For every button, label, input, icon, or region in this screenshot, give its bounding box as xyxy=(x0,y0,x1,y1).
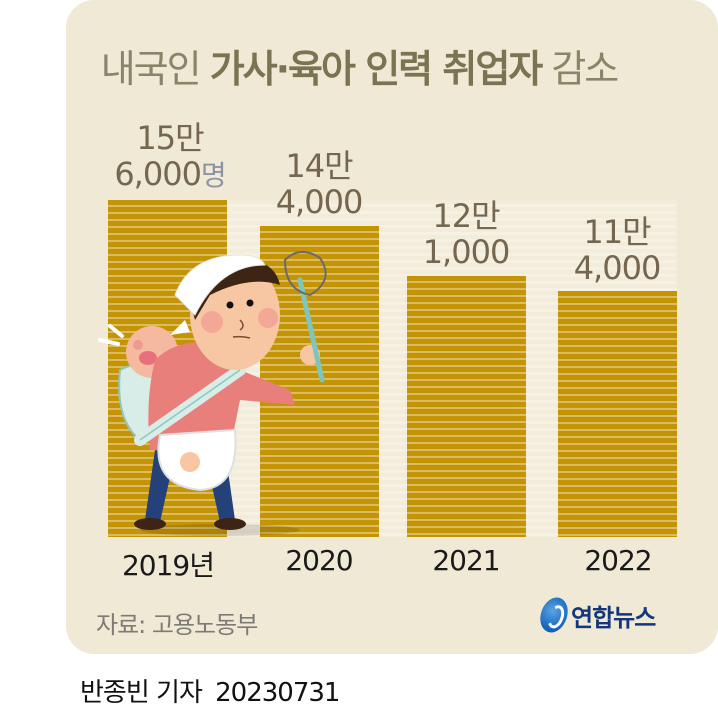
value-line2: 4,000 xyxy=(275,183,364,221)
year-label-2021: 2021 xyxy=(432,544,500,577)
bar-2021 xyxy=(407,276,526,537)
value-line1: 12만 xyxy=(432,197,500,235)
value-line2: 4,000 xyxy=(573,249,662,287)
year-label-2022: 2022 xyxy=(584,544,652,577)
logo-text: 연합뉴스 xyxy=(571,603,656,632)
source-text: 자료: 고용노동부 xyxy=(96,611,258,639)
value-label-2022: 11만 4,000 xyxy=(532,214,702,286)
value-line1: 14만 xyxy=(285,147,353,185)
title-prefix: 내국인 xyxy=(100,47,202,91)
value-line2: 6,000 xyxy=(114,155,202,193)
value-line1: 11만 xyxy=(583,213,651,251)
byline-author: 반종빈 기자 xyxy=(80,678,203,708)
value-line2: 1,000 xyxy=(422,233,511,271)
byline: 반종빈 기자 20230731 xyxy=(80,672,340,709)
value-label-2020: 14만 4,000 xyxy=(234,148,404,220)
chart-title: 내국인 가사·육아 인력 취업자 감소 xyxy=(0,38,718,93)
value-line1: 15만 xyxy=(136,119,204,157)
value-unit: 명 xyxy=(200,159,227,192)
year-label-2020: 2020 xyxy=(285,544,353,577)
value-label-2021: 12만 1,000 xyxy=(381,198,551,270)
byline-date: 20230731 xyxy=(215,678,340,708)
bar-2020 xyxy=(260,226,379,537)
title-suffix: 감소 xyxy=(551,47,619,91)
bar-2022 xyxy=(558,291,677,537)
title-emphasis: 가사·육아 인력 취업자 xyxy=(209,47,544,91)
yonhap-logo: 연합뉴스 xyxy=(535,593,656,637)
year-label-2019: 2019년 xyxy=(121,549,215,582)
value-label-2019: 15만 6,000명 xyxy=(85,120,255,194)
yonhap-logo-icon xyxy=(535,593,573,637)
housekeeper-illustration xyxy=(98,251,327,536)
